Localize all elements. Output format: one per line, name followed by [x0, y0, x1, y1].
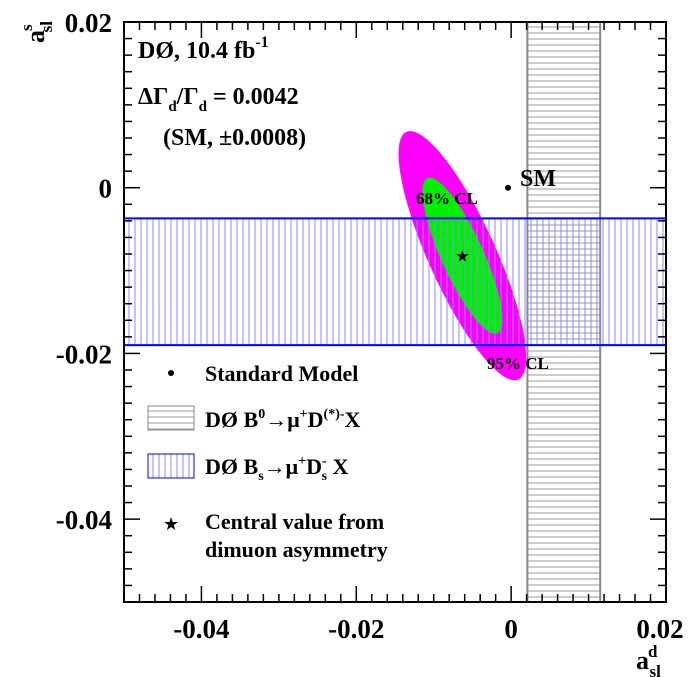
band-bs-fill: [124, 218, 666, 346]
dgamma-label: ΔΓd/Γd = 0.0042: [138, 84, 299, 115]
y-tick-label: -0.02: [56, 339, 112, 369]
plot-content: ★: [124, 22, 666, 602]
legend-symbol-star: ★: [163, 514, 179, 535]
y-tick-label: 0: [99, 174, 113, 204]
sm-point-label: SM: [520, 166, 556, 192]
axis-tick-labels: -0.04 -0.02 0 0.02 0.02 0 -0.02 -0.04: [56, 8, 684, 644]
legend-item-central-value: Central value from: [205, 509, 384, 534]
x-axis-label: ad sl: [636, 642, 661, 677]
x-tick-label: -0.04: [173, 614, 229, 644]
plot-frame: [123, 21, 667, 603]
experiment-label: DØ, 10.4 fb-1: [138, 34, 269, 64]
central-value-star: ★: [455, 247, 469, 266]
legend-symbol-blue-box: [147, 453, 195, 479]
x-tick-label: -0.02: [328, 614, 384, 644]
cl68-label: 68% CL: [416, 189, 478, 208]
experiment-label-sup: -1: [255, 34, 268, 51]
x-tick-label: 0.02: [636, 614, 683, 644]
y-axis-label: assl: [17, 21, 56, 43]
y-tick-label: 0.02: [65, 8, 112, 38]
legend: Standard Model DØ B0→μ+D(*)-X DØ Bs→μ+D-…: [147, 361, 388, 562]
legend-symbol-dot: [168, 370, 174, 376]
sm-error-label: (SM, ±0.0008): [163, 125, 306, 151]
legend-symbol-gray-box: [147, 405, 195, 431]
legend-item-central-value-line2: dimuon asymmetry: [205, 537, 388, 562]
x-tick-label: 0: [504, 614, 518, 644]
axis-ticks: [123, 21, 667, 603]
standard-model-point: [505, 184, 512, 191]
y-tick-label: -0.04: [56, 505, 112, 535]
cl95-label: 95% CL: [487, 354, 549, 373]
legend-item-b0: DØ B0→μ+D(*)-X: [205, 407, 361, 432]
legend-item-bs: DØ Bs→μ+D-s X: [205, 454, 349, 484]
legend-item-standard-model: Standard Model: [205, 361, 358, 386]
